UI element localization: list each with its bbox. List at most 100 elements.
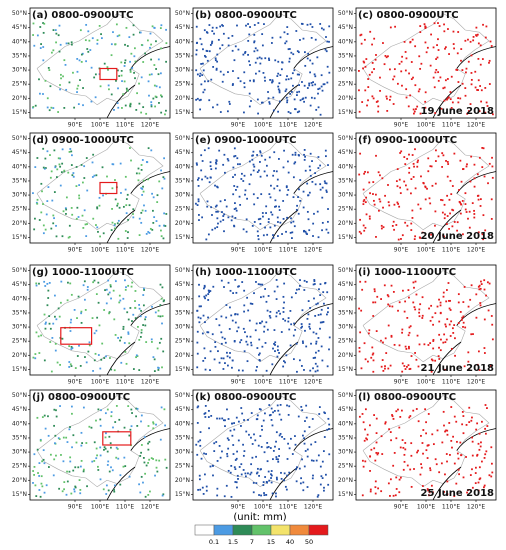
precip-dot — [149, 490, 151, 493]
map-frame — [29, 264, 171, 376]
precip-dot — [275, 205, 277, 208]
precip-dot — [134, 290, 137, 292]
precip-dot — [53, 408, 56, 411]
precip-dot — [465, 211, 468, 213]
precip-dot — [298, 90, 301, 93]
precip-dot — [86, 48, 89, 50]
precip-dot — [206, 59, 209, 62]
precip-dot — [138, 369, 141, 371]
precip-dot — [377, 171, 380, 174]
precip-dot — [116, 204, 119, 207]
precip-dot — [77, 466, 80, 469]
precip-dot — [69, 321, 72, 324]
precip-dot — [113, 109, 115, 111]
precip-dot — [307, 218, 310, 221]
lat-label: 50°N — [338, 267, 353, 274]
precip-dot — [272, 236, 275, 239]
precip-dot — [270, 470, 273, 472]
precip-dot — [233, 185, 236, 187]
lat-label: 30°N — [175, 449, 190, 456]
precip-dot — [80, 310, 83, 313]
precip-dot — [256, 471, 259, 474]
precip-dot — [100, 33, 102, 36]
precip-dot — [479, 445, 482, 448]
map-panel: (d) 0900-1000UTC15°N20°N25°N30°N35°N40°N… — [12, 132, 171, 254]
precip-dot — [302, 481, 305, 484]
precip-dot — [270, 407, 273, 410]
precip-dot — [32, 470, 35, 472]
precip-dot — [312, 283, 315, 286]
precip-dot — [50, 170, 53, 173]
precip-dot — [63, 169, 66, 172]
precip-dot — [266, 460, 269, 463]
precip-dot — [301, 409, 304, 412]
precip-dot — [216, 103, 219, 106]
precip-dot — [209, 350, 212, 353]
precip-dot — [324, 149, 327, 152]
precip-dot — [150, 43, 152, 46]
precip-dot — [392, 220, 395, 223]
lon-label: 100°E — [91, 122, 109, 129]
precip-dot — [437, 71, 440, 74]
precip-dot — [108, 470, 111, 473]
map-panel: (g) 1000-1100UTC15°N20°N25°N30°N35°N40°N… — [12, 264, 171, 386]
precip-dot — [160, 229, 162, 232]
precip-dot — [309, 174, 312, 177]
precip-dot — [71, 174, 74, 177]
precip-dot — [314, 356, 317, 359]
precip-dot — [236, 24, 238, 27]
precip-dot — [123, 80, 126, 83]
precip-dot — [157, 369, 160, 371]
precip-dot — [107, 68, 110, 71]
precip-dot — [405, 57, 408, 60]
lon-label: 110°E — [279, 504, 297, 511]
precip-dot — [255, 472, 258, 475]
precip-dot — [296, 73, 299, 76]
lon-label: 120°E — [467, 379, 485, 386]
precip-dot — [110, 411, 113, 413]
precip-dot — [196, 453, 199, 456]
precip-dot — [321, 321, 324, 324]
precip-dot — [449, 91, 452, 93]
precip-dot — [270, 184, 272, 187]
precip-dot — [142, 304, 145, 307]
lat-label: 35°N — [338, 52, 353, 59]
precip-dot — [203, 295, 206, 298]
precip-dot — [47, 415, 49, 418]
precip-dot — [238, 285, 240, 288]
precip-dot — [279, 404, 282, 406]
precip-dot — [160, 297, 163, 300]
precip-dot — [453, 47, 455, 50]
precip-dot — [426, 457, 429, 459]
precip-dot — [382, 42, 384, 44]
precip-dot — [360, 33, 363, 36]
precip-dot — [68, 366, 71, 368]
precip-dot — [234, 481, 237, 483]
lat-label: 40°N — [12, 163, 27, 170]
precip-dot — [262, 419, 265, 422]
lat-label: 40°N — [175, 420, 190, 427]
precip-dot — [42, 147, 45, 150]
precip-dot — [304, 64, 307, 67]
precip-dot — [125, 87, 128, 90]
precip-dot — [154, 311, 157, 314]
precip-dot — [38, 462, 41, 464]
lon-label: 120°E — [304, 247, 322, 254]
precip-dot — [161, 494, 164, 497]
precip-dot — [33, 453, 36, 456]
lat-label: 20°N — [12, 477, 27, 484]
precip-dot — [145, 232, 148, 235]
precip-dot — [474, 482, 477, 485]
precip-dot — [446, 194, 449, 197]
precip-dot — [309, 23, 312, 26]
precip-dot — [483, 347, 486, 349]
precip-dot — [42, 31, 45, 34]
precip-dot — [249, 26, 251, 28]
precip-dot — [148, 440, 151, 443]
precip-dot — [210, 168, 213, 171]
precip-dot — [155, 68, 158, 70]
precip-dot — [461, 69, 464, 71]
precip-dot — [480, 280, 482, 283]
precip-dot — [478, 110, 481, 113]
